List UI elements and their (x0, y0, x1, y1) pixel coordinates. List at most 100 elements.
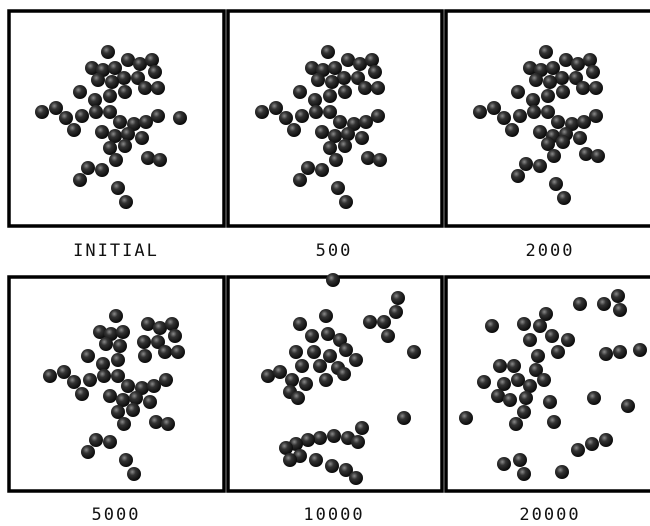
particle (543, 395, 557, 409)
particle (485, 319, 499, 333)
particle (339, 343, 353, 357)
particle (323, 349, 337, 363)
particle (547, 415, 561, 429)
particle (559, 53, 573, 67)
particle (539, 307, 553, 321)
particle (311, 73, 325, 87)
particle (145, 53, 159, 67)
particle (111, 369, 125, 383)
particle (81, 445, 95, 459)
particle (361, 151, 375, 165)
particle (81, 349, 95, 363)
particle (338, 139, 352, 153)
particle (349, 353, 363, 367)
particle (151, 109, 165, 123)
particle (541, 105, 555, 119)
particle (497, 377, 511, 391)
particle (539, 45, 553, 59)
particle (116, 325, 130, 339)
particle (111, 405, 125, 419)
particle (273, 365, 287, 379)
particle (83, 373, 97, 387)
particle (531, 349, 545, 363)
particle (118, 139, 132, 153)
particle (143, 395, 157, 409)
particle (35, 105, 49, 119)
particle (141, 151, 155, 165)
particle (573, 131, 587, 145)
particle (255, 105, 269, 119)
particle (309, 453, 323, 467)
particle (315, 163, 329, 177)
particle (541, 137, 555, 151)
particle (327, 429, 341, 443)
particle (613, 303, 627, 317)
particle (477, 375, 491, 389)
particle (153, 153, 167, 167)
page: INITIAL 500 2000 5000 10000 20000 (() =>… (0, 0, 650, 526)
particle (338, 85, 352, 99)
particle (127, 467, 141, 481)
particle (341, 127, 355, 141)
particle (493, 359, 507, 373)
particle (526, 93, 540, 107)
particle (138, 349, 152, 363)
particle (621, 399, 635, 413)
particle (551, 115, 565, 129)
particle (103, 389, 117, 403)
particle (353, 57, 367, 71)
particle (517, 317, 531, 331)
particle (561, 333, 575, 347)
particle (389, 305, 403, 319)
particle (101, 45, 115, 59)
particle (487, 101, 501, 115)
particle (315, 125, 329, 139)
particle (497, 111, 511, 125)
particle (523, 379, 537, 393)
particle (633, 343, 647, 357)
particle (368, 65, 382, 79)
particle (67, 375, 81, 389)
particle (291, 391, 305, 405)
particle (121, 53, 135, 67)
particle (309, 105, 323, 119)
particle (103, 435, 117, 449)
particle (329, 153, 343, 167)
particle (138, 81, 152, 95)
particle (113, 115, 127, 129)
particle (533, 159, 547, 173)
particle (133, 57, 147, 71)
particle (543, 75, 557, 89)
particle (137, 335, 151, 349)
particle (293, 173, 307, 187)
particle (517, 405, 531, 419)
particle (113, 339, 127, 353)
particle (491, 389, 505, 403)
particle (111, 181, 125, 195)
particle (99, 337, 113, 351)
particle (503, 393, 517, 407)
particle (171, 345, 185, 359)
particle (583, 53, 597, 67)
particle (109, 153, 123, 167)
panel-label: 20000 (519, 505, 580, 525)
particle (585, 437, 599, 451)
particle (75, 387, 89, 401)
particle (328, 129, 342, 143)
particle (513, 109, 527, 123)
particle (118, 85, 132, 99)
particle (371, 81, 385, 95)
particle (573, 297, 587, 311)
particle (517, 467, 531, 481)
particle (95, 125, 109, 139)
particle (108, 129, 122, 143)
particle (325, 459, 339, 473)
particle (73, 85, 87, 99)
particle (119, 453, 133, 467)
particle (111, 353, 125, 367)
particle (323, 105, 337, 119)
particle (407, 345, 421, 359)
particle (285, 373, 299, 387)
particle (97, 369, 111, 383)
particle (159, 373, 173, 387)
